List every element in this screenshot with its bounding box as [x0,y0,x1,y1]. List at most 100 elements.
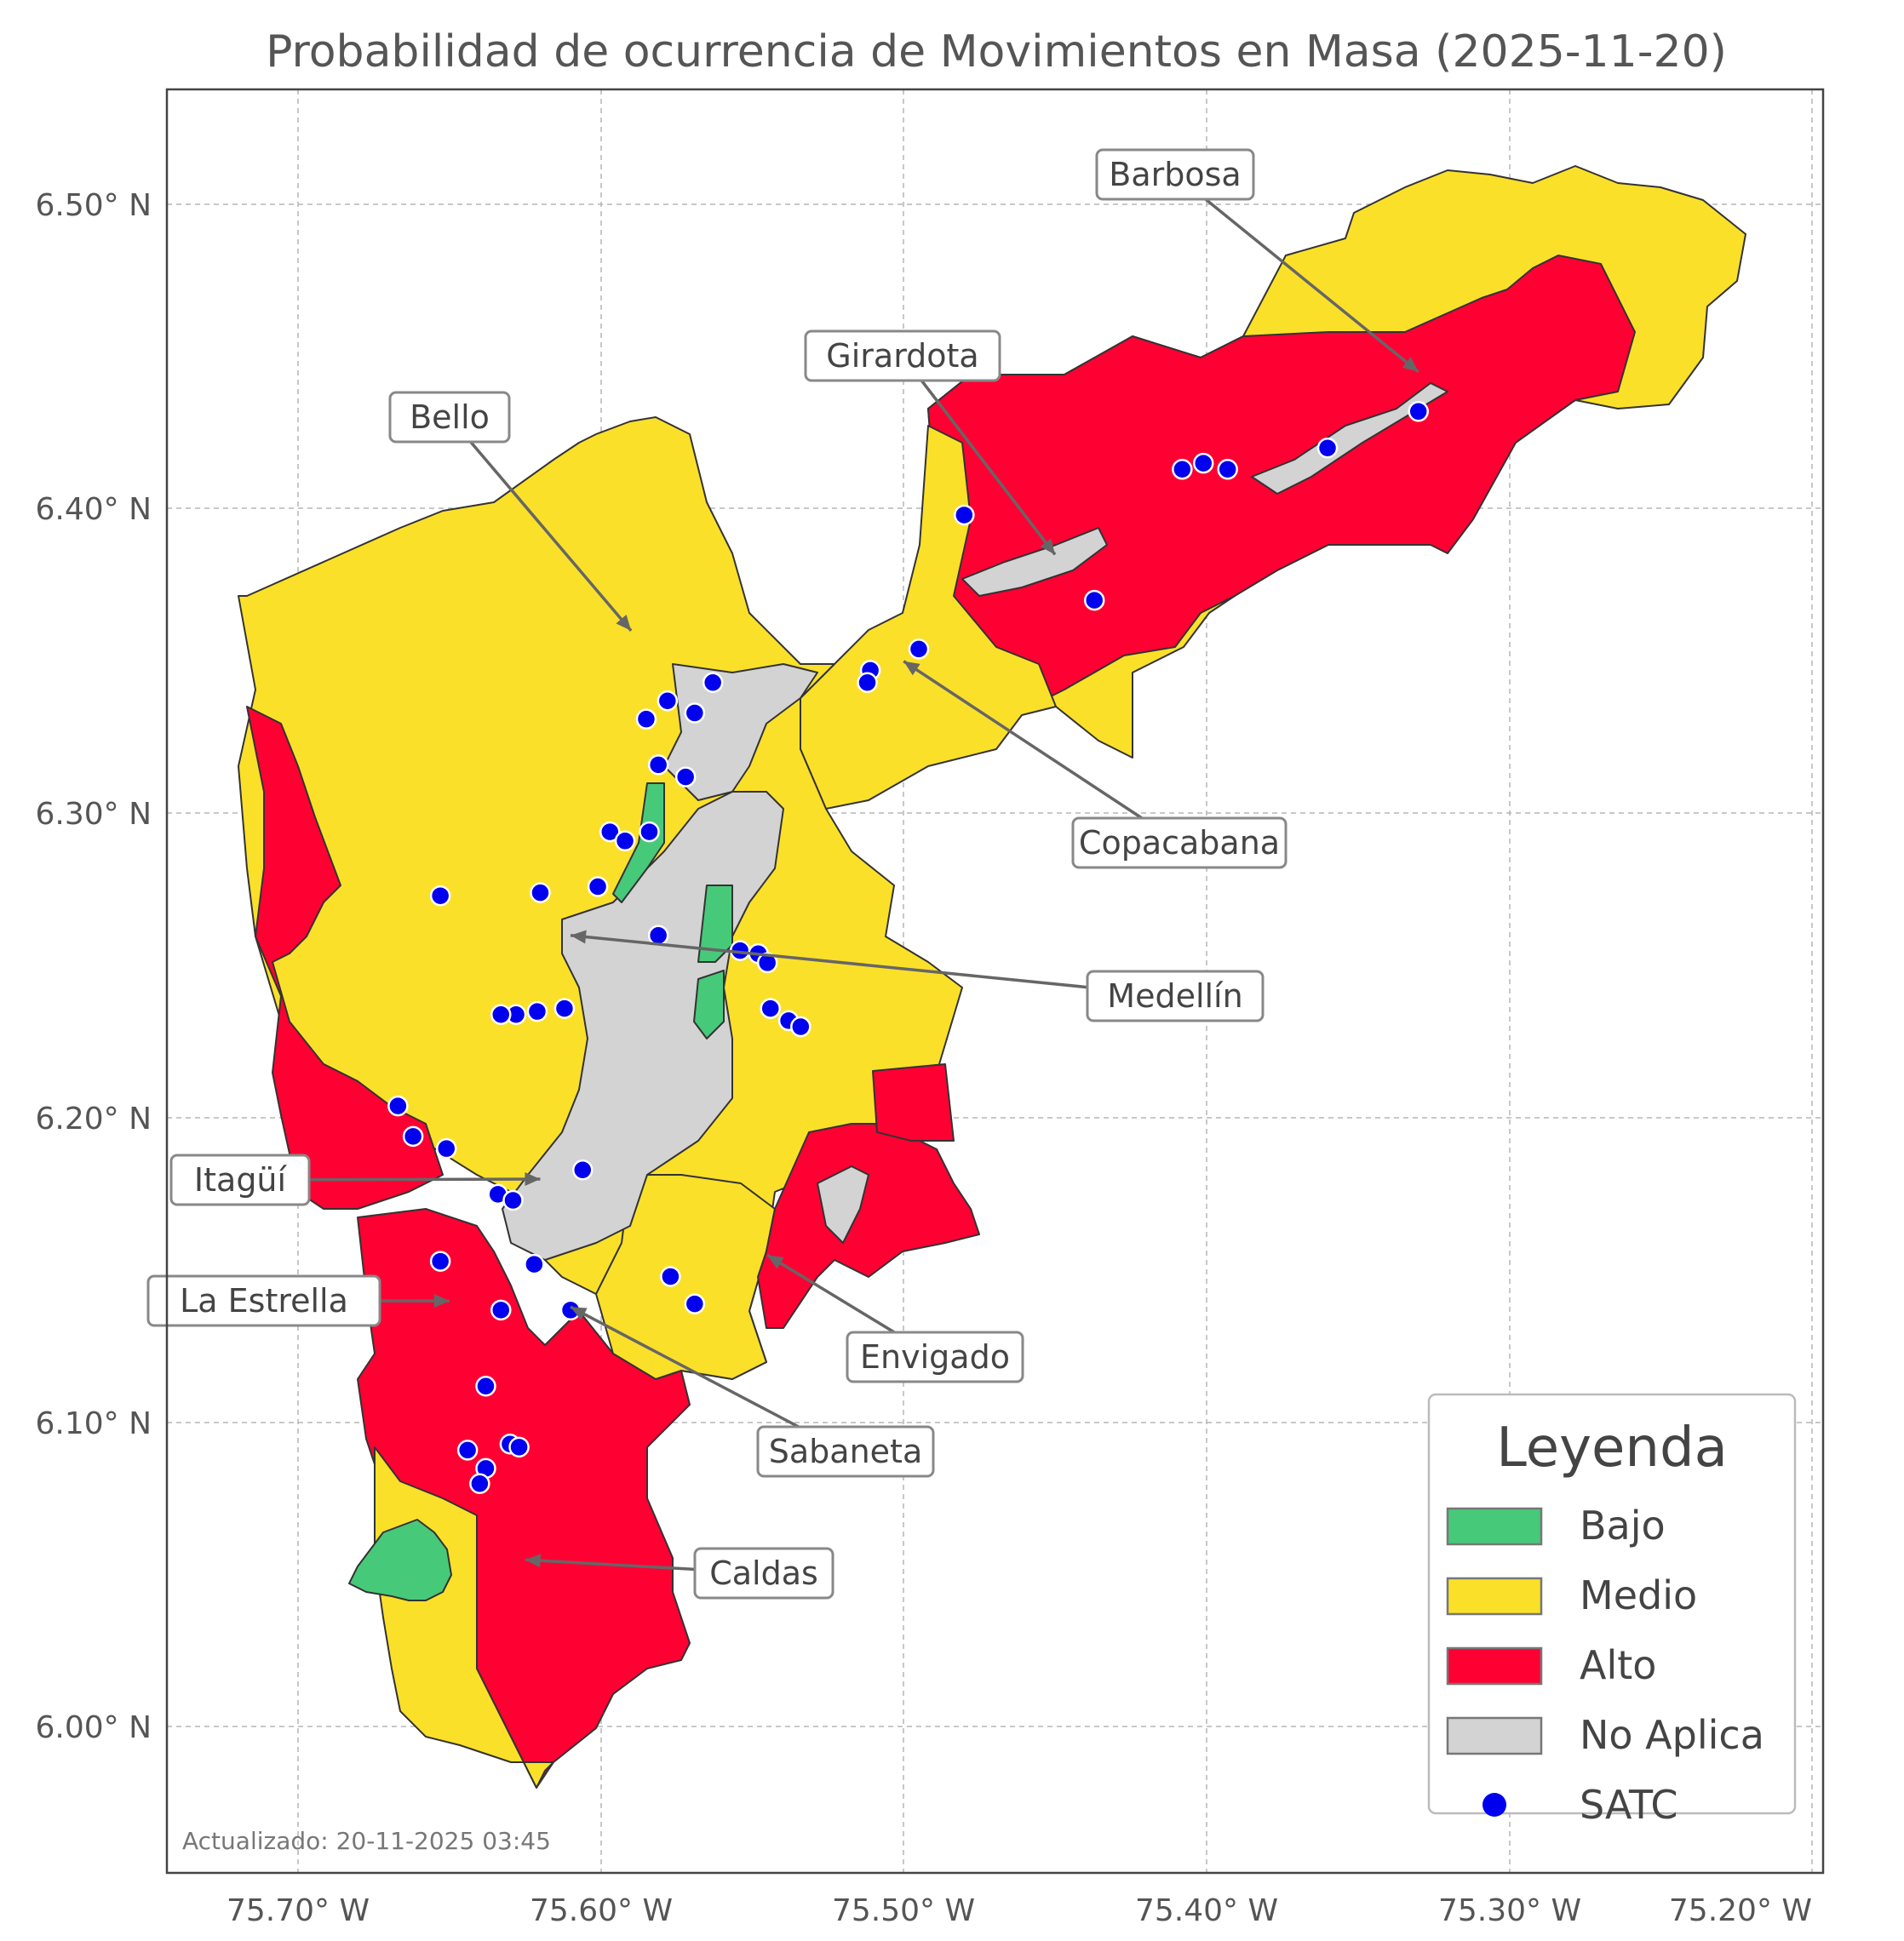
callout-leader-line [903,660,1180,845]
x-tick-label: 75.60° W [530,1893,673,1928]
satc-station-marker [490,1004,512,1025]
satc-station-marker [402,1125,424,1148]
satc-station-marker [1217,459,1238,480]
callout-label: Sabaneta [769,1433,922,1470]
satc-station-marker [599,821,621,843]
x-tick-labels: 75.70° W 75.60° W 75.50° W 75.40° W 75.3… [227,1893,1812,1928]
x-tick-label: 75.50° W [832,1893,975,1928]
satc-station-marker [790,1016,811,1038]
callout-arrowhead [433,1294,450,1308]
callout-arrowhead [1040,538,1055,555]
x-tick-label: 75.40° W [1135,1893,1278,1928]
region-medellin-bajo-3 [693,970,725,1039]
satc-station-marker [502,1189,524,1211]
satc-station-marker [553,998,576,1019]
legend-label: No Aplica [1580,1712,1764,1758]
callout-arrowhead [903,661,920,676]
callout-box [146,1274,381,1327]
satc-station-marker [684,702,706,724]
satc-station-marker [760,998,781,1019]
x-tick-label: 75.70° W [227,1893,370,1928]
satc-station-marker [456,1440,479,1461]
region-west-alto [246,706,444,1210]
callout-label: Itagüí [194,1161,288,1199]
callout-leader-line [448,415,633,633]
callout-arrowhead [767,1255,784,1269]
plot-area: Barbosa Girardota Bello Copacabana Medellín I… [146,88,1825,1875]
legend-item-medio: Medio [1446,1572,1697,1618]
map-regions [238,165,1746,1789]
satc-station-marker [526,1000,548,1022]
legend-label: Medio [1580,1572,1697,1618]
callout-itag-: Itagüí [169,1154,541,1206]
legend-dot [1482,1793,1506,1817]
callout-la-estrella: La Estrella [146,1274,450,1327]
satc-station-marker [674,766,697,787]
legend-label: SATC [1580,1782,1677,1828]
satc-station-marker [702,672,724,693]
callout-caldas: Caldas [525,1547,834,1600]
region-caldas-bajo [348,1519,452,1601]
satc-station-marker [1172,459,1193,480]
satc-station-marker [524,1253,545,1275]
legend: Leyenda Bajo Medio Alto No Aplica SATC [1427,1393,1797,1828]
satc-station-marker [435,1137,457,1159]
region-barbosa-urban [1251,382,1448,495]
y-tick-label: 6.20° N [35,1102,152,1137]
y-tick-label: 6.30° N [35,797,152,832]
callout-arrowhead [571,1307,588,1320]
callout-leader-line [1173,173,1419,374]
callout-box [388,391,511,444]
region-girardota-urban [961,527,1108,597]
callout-label: Copacabana [1079,824,1280,862]
callout-arrowhead [525,1172,541,1187]
callout-label: Medellín [1107,977,1242,1015]
legend-label: Alto [1580,1642,1656,1688]
callout-girardota: Girardota [804,329,1057,556]
satc-station-marker [1083,589,1105,611]
callout-sabaneta: Sabaneta [570,1305,935,1478]
y-tick-label: 6.50° N [35,188,152,223]
y-tick-labels: 6.50° N 6.40° N 6.30° N 6.20° N 6.10° N … [35,188,152,1745]
legend-item-bajo: Bajo [1446,1503,1666,1549]
legend-swatch [1446,1577,1543,1616]
legend-item-satc: SATC [1482,1782,1677,1828]
legend-label: Bajo [1580,1503,1666,1549]
plot-frame [165,88,1825,1875]
satc-station-marker [1192,452,1214,474]
satc-station-marker [756,952,778,974]
satc-station-marker [635,708,657,730]
satc-station-marker [614,830,636,852]
callout-leader-line [901,354,1057,556]
satc-station-marker [490,1299,512,1321]
callout-arrowhead [571,930,587,944]
satc-station-marker [660,1266,681,1287]
legend-item-no-aplica: No Aplica [1446,1712,1764,1758]
chart-title: Probabilidad de ocurrencia de Movimiento… [266,26,1727,77]
satc-station-marker [954,504,975,526]
legend-items: Bajo Medio Alto No Aplica SATC [1446,1503,1764,1828]
legend-swatch [1446,1646,1543,1686]
satc-station-marker [657,690,679,712]
callout-arrowhead [525,1554,542,1568]
satc-station-marker [429,885,451,907]
region-girardota-medio [800,425,1057,810]
callout-arrowhead [616,615,632,631]
x-tick-label: 75.20° W [1669,1893,1812,1928]
updated-timestamp: Actualizado: 20-11-2025 03:45 [182,1827,551,1855]
callout-box [1071,816,1287,869]
y-tick-label: 6.10° N [35,1406,152,1441]
satc-station-marker [908,638,930,660]
callout-envigado: Envigado [766,1253,1024,1383]
satc-station-marker [572,1159,594,1181]
region-envigado-urban [817,1165,869,1244]
satc-station-marker [1408,401,1429,422]
callout-box [1095,148,1255,201]
x-tick-label: 75.30° W [1438,1893,1581,1928]
legend-title: Leyenda [1496,1417,1728,1480]
satc-station-marker [469,1473,490,1495]
region-medellin-bajo-1 [612,782,665,903]
satc-station-marker [475,1376,496,1397]
callout-label: Envigado [860,1338,1010,1376]
